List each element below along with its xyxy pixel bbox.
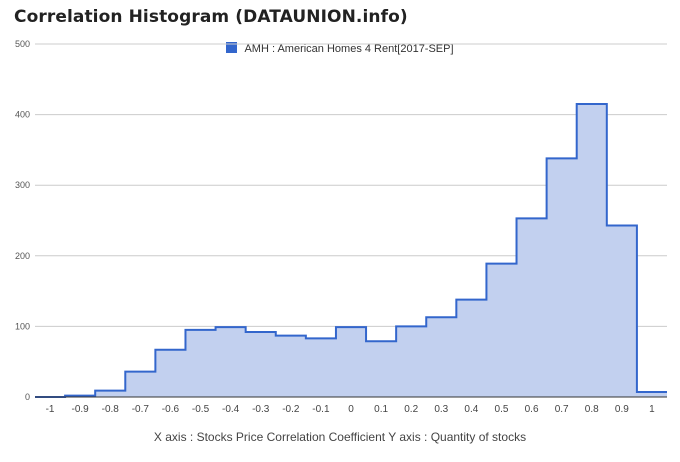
x-tick-label: -0.9: [72, 404, 90, 415]
histogram-bin: [95, 391, 125, 397]
histogram-bin: [637, 392, 667, 397]
histogram-bin: [366, 341, 396, 397]
histogram-bin: [246, 332, 276, 397]
x-tick-label: -0.8: [102, 404, 120, 415]
histogram-bin: [216, 327, 246, 397]
y-tick-label: 500: [15, 39, 30, 49]
histogram-outline: [35, 103, 667, 398]
histogram-bin: [125, 372, 155, 397]
histogram-bin: [306, 338, 336, 397]
x-tick-label: -0.5: [192, 404, 210, 415]
histogram-bin: [155, 350, 185, 397]
x-tick-label: 1: [649, 404, 655, 415]
x-tick-label: 0.1: [374, 404, 388, 415]
y-tick-label: 200: [15, 251, 30, 261]
x-tick-label: 0.5: [495, 404, 509, 415]
x-tick-label: 0.6: [525, 404, 539, 415]
x-tick-label: -0.6: [162, 404, 180, 415]
y-tick-label: 0: [25, 392, 30, 402]
histogram-bin: [547, 158, 577, 397]
y-tick-label: 400: [15, 110, 30, 120]
x-tick-label: 0: [348, 404, 354, 415]
histogram-area: [35, 104, 667, 397]
histogram-bin: [185, 330, 215, 397]
legend-label: AMH : American Homes 4 Rent[2017-SEP]: [244, 43, 454, 55]
x-tick-label: -0.3: [252, 404, 270, 415]
histogram-bin: [607, 225, 637, 397]
histogram-bin: [577, 104, 607, 397]
axis-caption: X axis : Stocks Price Correlation Coeffi…: [153, 430, 527, 444]
histogram-bin: [486, 264, 516, 397]
x-tick-label: 0.7: [555, 404, 569, 415]
histogram-bin: [336, 327, 366, 397]
x-tick-label: -0.2: [282, 404, 300, 415]
x-tick-label: 0.2: [404, 404, 418, 415]
x-tick-label: 0.8: [585, 404, 599, 415]
x-tick-label: 0.3: [434, 404, 448, 415]
legend-swatch: [226, 42, 238, 53]
legend[interactable]: AMH : American Homes 4 Rent[2017-SEP]: [0, 42, 680, 55]
x-tick-label: 0.4: [464, 404, 478, 415]
x-tick-label: -0.4: [222, 404, 240, 415]
histogram-bin: [517, 218, 547, 397]
histogram-bin: [396, 326, 426, 397]
x-tick-label: -1: [46, 404, 55, 415]
x-tick-label: -0.1: [312, 404, 330, 415]
histogram-bin: [426, 317, 456, 397]
y-tick-label: 100: [15, 321, 30, 331]
x-tick-label: 0.9: [615, 404, 629, 415]
chart-title: Correlation Histogram (DATAUNION.info): [14, 7, 408, 27]
histogram-bin: [276, 336, 306, 397]
x-tick-label: -0.7: [132, 404, 150, 415]
histogram-bin: [456, 300, 486, 397]
y-tick-label: 300: [15, 180, 30, 190]
